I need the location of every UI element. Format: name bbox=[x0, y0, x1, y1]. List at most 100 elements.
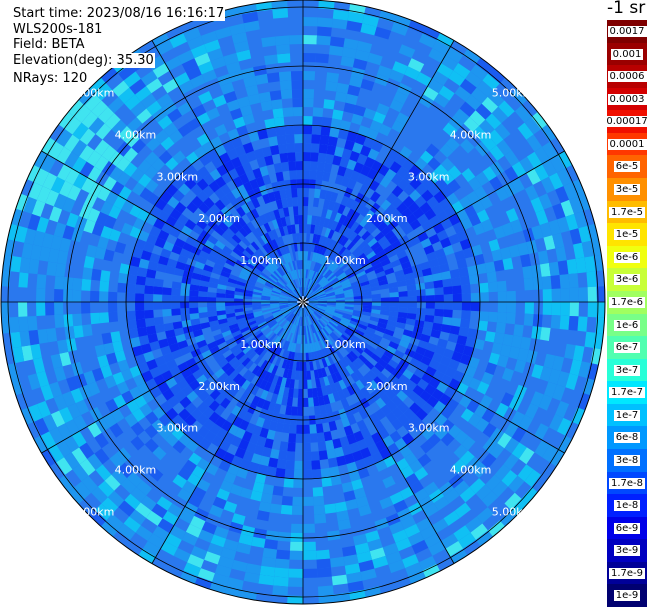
ppi-cell bbox=[587, 302, 597, 318]
ppi-cell bbox=[315, 423, 324, 434]
ppi-cell bbox=[335, 307, 345, 311]
ppi-cell bbox=[196, 112, 211, 126]
ppi-cell bbox=[346, 353, 356, 363]
ppi-cell bbox=[317, 303, 327, 306]
ppi-cell bbox=[461, 310, 471, 320]
ppi-cell bbox=[421, 220, 433, 232]
ppi-cell bbox=[167, 196, 180, 209]
ppi-cell bbox=[87, 381, 101, 396]
ppi-cell bbox=[138, 258, 150, 269]
ppi-cell bbox=[297, 251, 301, 261]
ppi-cell bbox=[225, 353, 236, 363]
ppi-cell bbox=[401, 385, 413, 397]
ppi-cell bbox=[97, 186, 111, 202]
ppi-cell bbox=[347, 339, 357, 349]
ppi-cell bbox=[59, 237, 72, 253]
ppi-cell bbox=[291, 188, 298, 198]
ppi-cell bbox=[418, 33, 437, 49]
ppi-cell bbox=[445, 137, 460, 152]
ppi-cell bbox=[442, 316, 453, 326]
ppi-cell bbox=[178, 408, 191, 421]
ppi-cell bbox=[216, 302, 226, 307]
ppi-cell bbox=[356, 270, 366, 278]
ppi-cell bbox=[328, 420, 338, 432]
ppi-cell bbox=[165, 433, 179, 447]
ppi-cell bbox=[427, 157, 441, 171]
ppi-cell bbox=[499, 509, 517, 527]
ppi-cell bbox=[228, 168, 239, 180]
ppi-cell bbox=[230, 344, 240, 354]
colorbar-tick-label: 1e-6 bbox=[613, 319, 641, 331]
ppi-cell bbox=[71, 431, 87, 448]
ppi-cell bbox=[427, 183, 441, 197]
ppi-cell bbox=[283, 310, 292, 318]
ppi-cell bbox=[375, 459, 388, 472]
ppi-cell bbox=[373, 245, 384, 255]
ppi-cell bbox=[361, 230, 371, 241]
ppi-cell bbox=[252, 302, 262, 305]
ppi-cell bbox=[299, 242, 303, 252]
ppi-cell bbox=[389, 491, 404, 505]
ppi-cell bbox=[447, 333, 459, 344]
ppi-cell bbox=[197, 568, 215, 582]
ppi-cell bbox=[379, 176, 392, 188]
ppi-cell bbox=[217, 279, 228, 286]
ppi-cell bbox=[207, 254, 218, 263]
ppi-cell bbox=[256, 436, 267, 447]
ppi-cell bbox=[374, 231, 385, 242]
ppi-cell bbox=[135, 275, 146, 286]
ppi-cell bbox=[353, 430, 364, 442]
ppi-cell bbox=[337, 257, 346, 266]
ppi-cell bbox=[376, 103, 390, 116]
ppi-cell bbox=[532, 314, 543, 328]
ppi-cell bbox=[329, 262, 338, 271]
ppi-cell bbox=[391, 185, 404, 198]
ppi-cell bbox=[293, 215, 299, 225]
ppi-cell bbox=[557, 151, 573, 169]
ppi-cell bbox=[42, 172, 58, 190]
ppi-cell bbox=[303, 215, 308, 225]
ppi-cell bbox=[304, 307, 307, 317]
ppi-cell bbox=[190, 171, 203, 184]
ppi-cell bbox=[308, 296, 318, 301]
ppi-cell bbox=[214, 564, 232, 578]
ppi-cell bbox=[423, 503, 439, 518]
ppi-cell bbox=[440, 432, 455, 447]
ppi-cell bbox=[109, 166, 124, 182]
ppi-cell bbox=[402, 195, 415, 208]
ppi-cell bbox=[293, 478, 303, 488]
ppi-cell bbox=[297, 188, 303, 198]
ppi-cell bbox=[307, 305, 316, 312]
ppi-cell bbox=[327, 365, 335, 375]
colorbar-tick-label: 0.0003 bbox=[607, 93, 647, 105]
ppi-cell bbox=[239, 342, 250, 352]
ppi-cell bbox=[392, 529, 408, 543]
ppi-cell bbox=[265, 530, 279, 541]
ppi-cell bbox=[375, 326, 386, 334]
ppi-cell bbox=[137, 230, 150, 242]
ppi-cell bbox=[283, 387, 290, 397]
ppi-cell bbox=[214, 187, 226, 200]
ppi-cell bbox=[146, 359, 158, 371]
azimuth-spoke bbox=[151, 301, 304, 564]
ppi-cell bbox=[139, 187, 153, 201]
ppi-cell bbox=[389, 306, 399, 312]
ppi-cell bbox=[296, 288, 301, 297]
ppi-cell bbox=[95, 211, 109, 226]
ppi-cell bbox=[291, 305, 299, 312]
ppi-cell bbox=[275, 35, 290, 46]
ppi-cell bbox=[423, 244, 435, 255]
ppi-cell bbox=[146, 100, 162, 116]
ppi-cell bbox=[596, 302, 605, 318]
ppi-cell bbox=[421, 327, 433, 337]
ppi-cell bbox=[382, 263, 393, 271]
ppi-cell bbox=[37, 329, 49, 344]
ppi-cell bbox=[50, 176, 66, 194]
ppi-cell bbox=[178, 80, 194, 95]
ppi-cell bbox=[424, 281, 435, 290]
ppi-cell bbox=[204, 208, 216, 220]
ppi-cell bbox=[263, 371, 272, 382]
ppi-cell bbox=[198, 250, 210, 260]
ppi-cell bbox=[249, 255, 259, 265]
